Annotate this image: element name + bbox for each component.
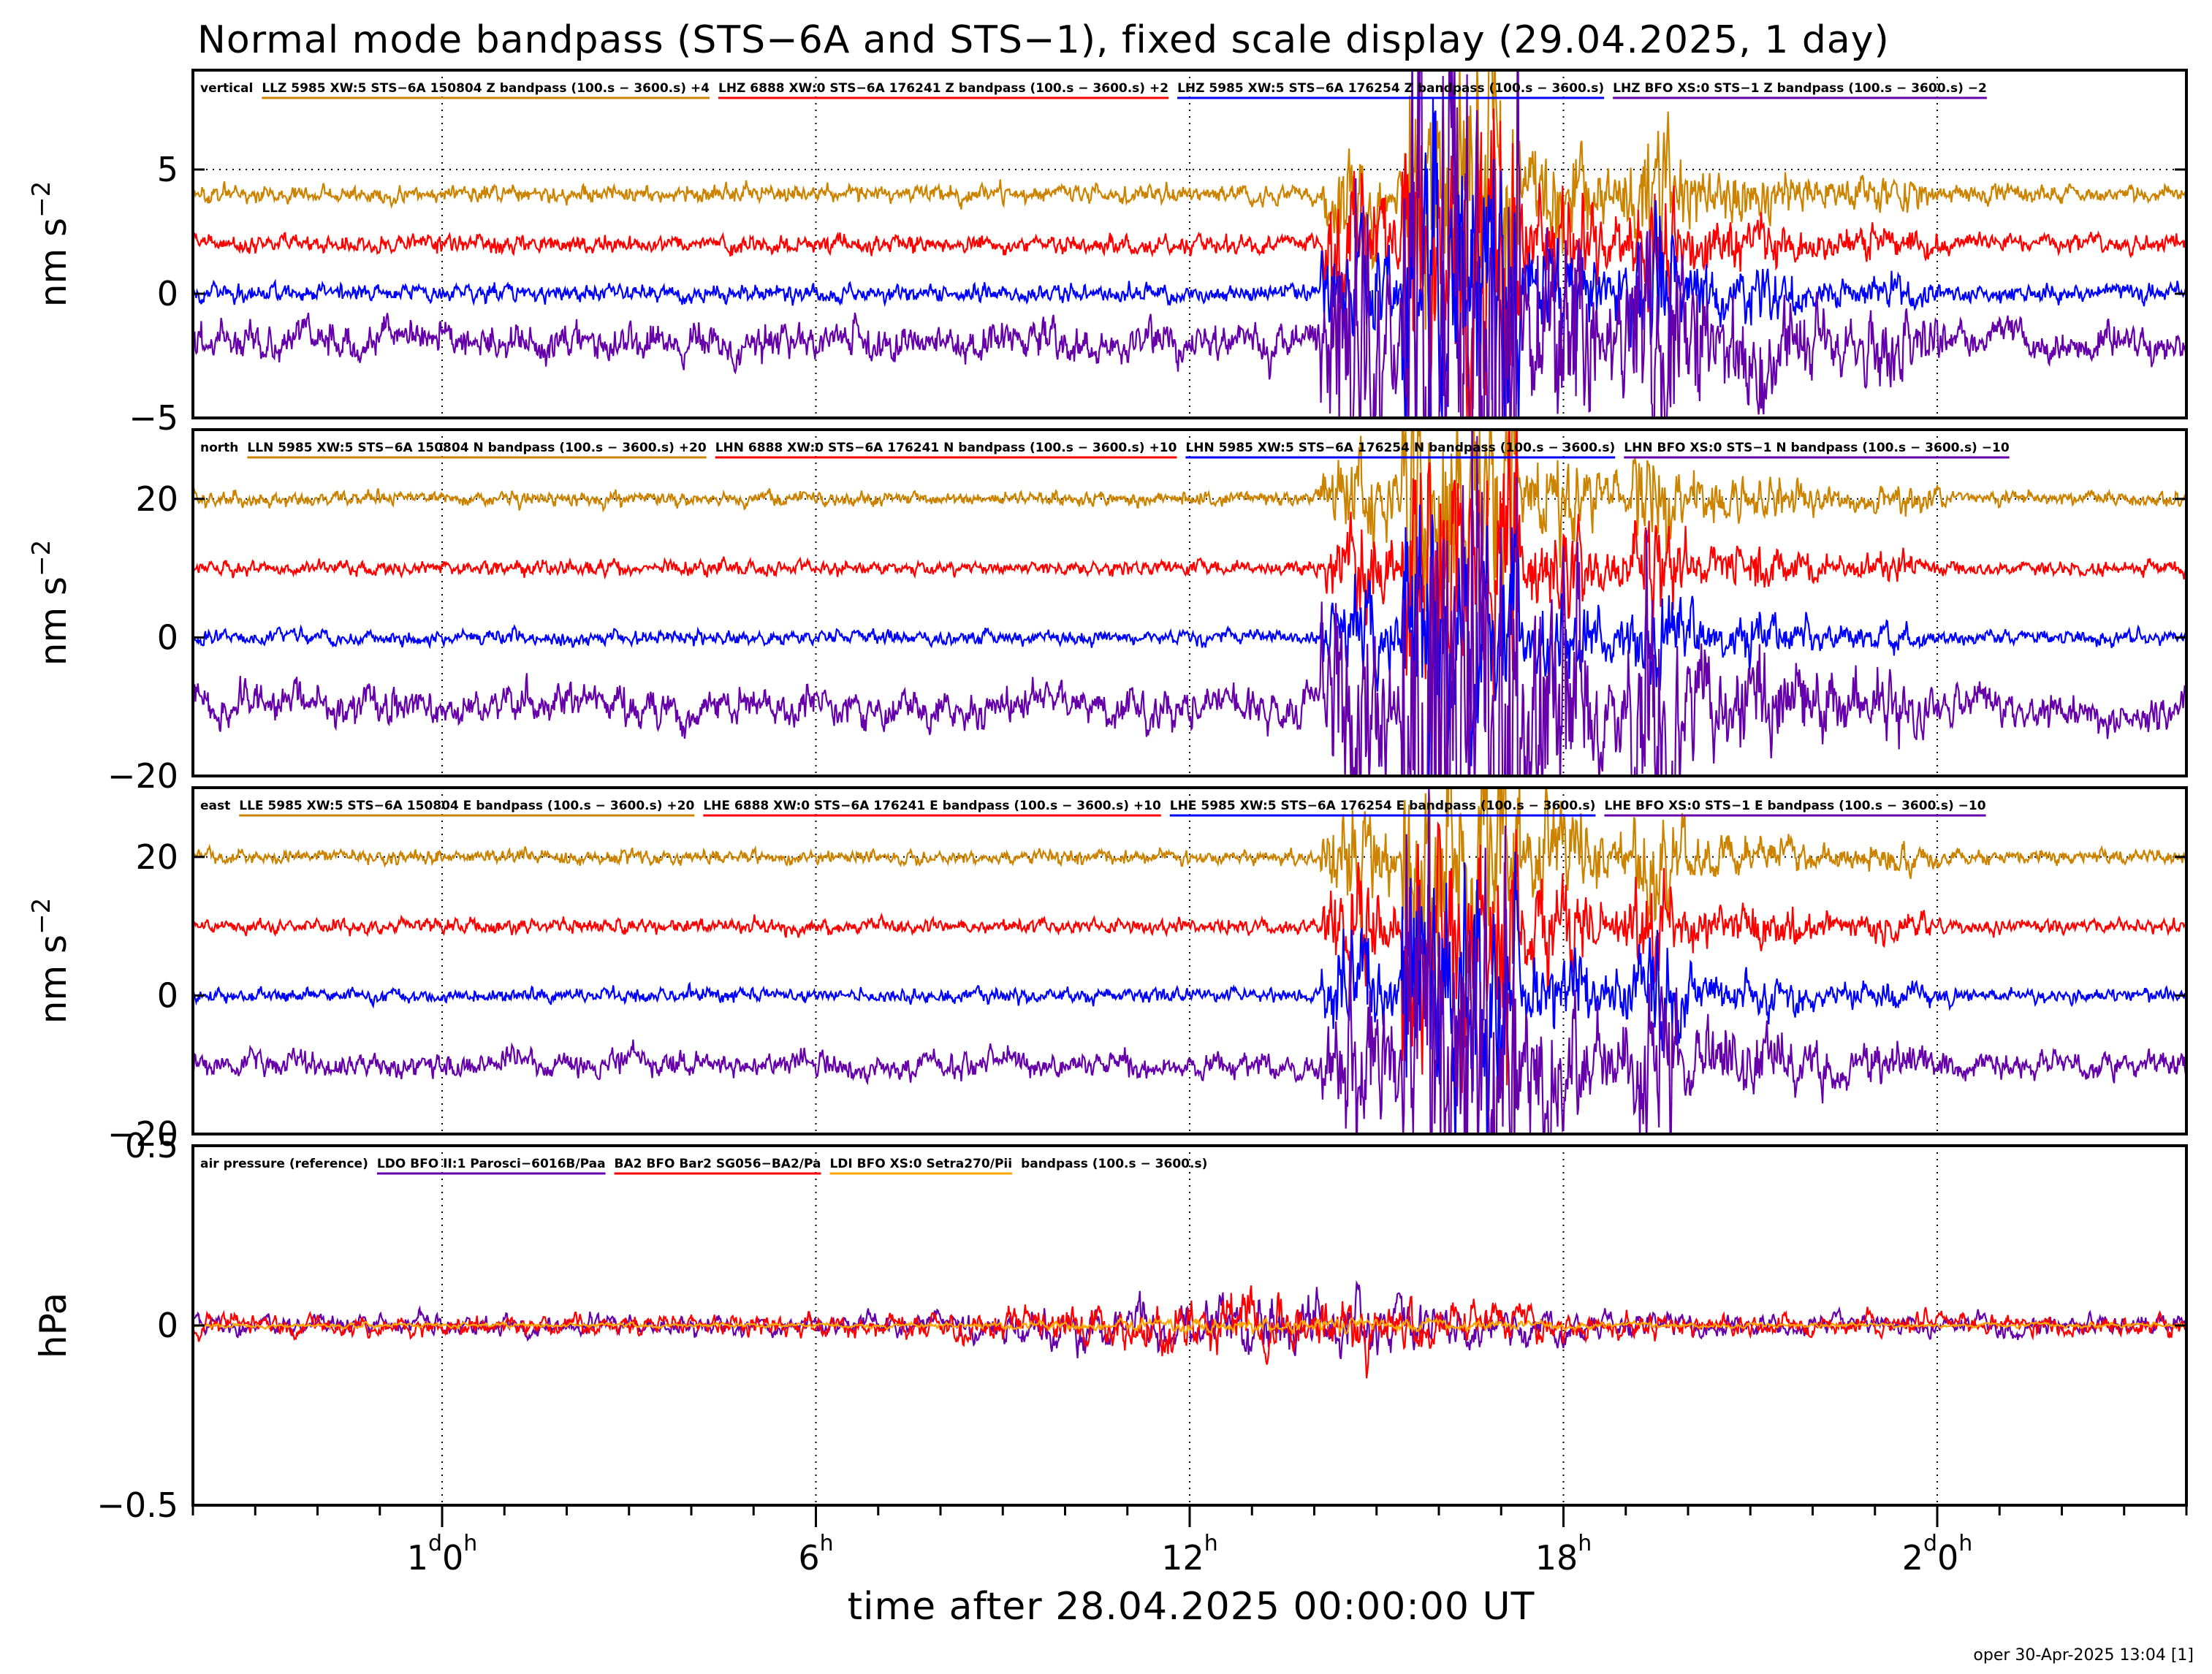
legend-entry: LLN 5985 XW:5 STS−6A 150804 N bandpass (… bbox=[247, 441, 706, 455]
series-trace bbox=[193, 1285, 2186, 1379]
y-tick-label: 20 bbox=[135, 837, 178, 877]
series-trace bbox=[193, 85, 2186, 418]
y-axis-label-text: nm s bbox=[32, 935, 75, 1024]
footer-timestamp: oper 30-Apr-2025 13:04 [1] bbox=[1973, 1646, 2194, 1665]
series-trace bbox=[193, 430, 2186, 677]
y-axis-label: nm s−2 bbox=[27, 898, 75, 1024]
x-tick-label: 12h bbox=[1161, 1531, 1218, 1578]
traces bbox=[193, 430, 2186, 776]
series-trace bbox=[193, 430, 2186, 776]
legend-entry: LDI BFO XS:0 Setra270/Pii bbox=[829, 1157, 1012, 1171]
legend-entry: LHZ BFO XS:0 STS−1 Z bandpass (100.s − 3… bbox=[1613, 81, 1987, 96]
series-trace bbox=[193, 788, 2186, 1030]
y-tick-label: −0.5 bbox=[96, 1485, 178, 1525]
legend-entry: LHE BFO XS:0 STS−1 E bandpass (100.s − 3… bbox=[1604, 799, 1985, 813]
y-tick-label: −20 bbox=[107, 756, 178, 796]
y-axis-label-sup: −2 bbox=[27, 181, 56, 218]
legend-entry: BA2 BFO Bar2 SG056−BA2/Pa bbox=[615, 1157, 821, 1171]
y-tick-label: −20 bbox=[107, 1114, 178, 1154]
y-tick-label: 0 bbox=[157, 1306, 178, 1345]
legend-entry: LHE 5985 XW:5 STS−6A 176254 E bandpass (… bbox=[1170, 799, 1596, 813]
panel-frame bbox=[191, 428, 2188, 777]
legend: east LLE 5985 XW:5 STS−6A 150804 E bandpa… bbox=[200, 799, 1986, 817]
legend: air pressure (reference) LDO BFO II:1 Par… bbox=[200, 1157, 1207, 1175]
panel-east: 20 0 −20 nm s−2 east LLE 5985 XW:5 STS−6A 150… bbox=[27, 786, 2188, 1154]
panel-frame bbox=[191, 786, 2188, 1135]
legend-entry: LHN 5985 XW:5 STS−6A 176254 N bandpass (… bbox=[1185, 441, 1615, 455]
series-trace bbox=[193, 851, 2186, 1134]
y-axis-label: hPa bbox=[32, 1293, 75, 1358]
series-trace bbox=[193, 70, 2186, 330]
traces bbox=[193, 1279, 2186, 1379]
series-trace bbox=[193, 98, 2186, 418]
y-tick-label: 0 bbox=[157, 274, 178, 313]
legend-entry: LHZ 6888 XW:0 STS−6A 176241 Z bandpass (… bbox=[718, 81, 1168, 96]
traces bbox=[193, 70, 2186, 418]
legend-entry: LLZ 5985 XW:5 STS−6A 150804 Z bandpass (… bbox=[262, 81, 710, 96]
series-trace bbox=[193, 1315, 2186, 1336]
x-tick-label: 1d0h bbox=[407, 1531, 478, 1578]
legend-entry: LHN BFO XS:0 STS−1 N bandpass (100.s − 3… bbox=[1624, 441, 2010, 455]
y-axis-label: nm s−2 bbox=[27, 540, 75, 666]
x-tick-label: 2d0h bbox=[1902, 1531, 1973, 1578]
y-tick-label: 5 bbox=[157, 150, 178, 189]
legend: north LLN 5985 XW:5 STS−6A 150804 N bandp… bbox=[200, 441, 2010, 459]
series-trace bbox=[193, 430, 2186, 702]
legend-entry: LHZ 5985 XW:5 STS−6A 176254 Z bandpass (… bbox=[1177, 81, 1604, 96]
x-tick-label: 18h bbox=[1535, 1531, 1592, 1578]
y-tick-label: 0.5 bbox=[125, 1126, 178, 1165]
y-tick-label: 0 bbox=[157, 617, 178, 657]
x-axis: 1d0h 6h 12h 18h 2d0h bbox=[191, 1505, 2188, 1578]
series-trace bbox=[193, 504, 2186, 776]
series-trace bbox=[193, 788, 2186, 1134]
y-axis-label: nm s−2 bbox=[27, 181, 75, 307]
y-axis-label-text: nm s bbox=[32, 577, 75, 666]
legend-entry: LLE 5985 XW:5 STS−6A 150804 E bandpass (… bbox=[239, 799, 694, 813]
y-axis-label-text: hPa bbox=[32, 1293, 75, 1358]
series-trace bbox=[193, 821, 2186, 1093]
series-trace bbox=[193, 70, 2186, 418]
y-tick-label: −5 bbox=[129, 398, 178, 438]
panel-north: 20 0 −20 nm s−2 north LLN 5985 XW:5 STS−6A 15… bbox=[27, 428, 2188, 796]
legend-entry: LHN 6888 XW:0 STS−6A 176241 N bandpass (… bbox=[715, 441, 1177, 455]
x-axis-label: time after 28.04.2025 00:00:00 UT bbox=[848, 1585, 1535, 1629]
y-axis-label-sup: −2 bbox=[27, 540, 56, 577]
x-tick-label: 6h bbox=[798, 1531, 833, 1578]
legend-prefix: north bbox=[200, 441, 238, 455]
legend-entry: LHE 6888 XW:0 STS−6A 176241 E bandpass (… bbox=[703, 799, 1161, 813]
y-axis-label-sup: −2 bbox=[27, 898, 56, 935]
legend-prefix: vertical bbox=[200, 81, 253, 96]
legend-prefix: air pressure (reference) bbox=[200, 1157, 368, 1171]
panel-vertical: 5 0 −5 nm s−2 vertical LLZ 5985 XW:5 STS−6A 1… bbox=[27, 69, 2188, 438]
panel-frame bbox=[191, 69, 2188, 419]
panel-air-pressure: 0.5 0 −0.5 hPa air pressure (reference) LDO B… bbox=[32, 1126, 2188, 1525]
legend-prefix: east bbox=[200, 799, 230, 813]
legend: vertical LLZ 5985 XW:5 STS−6A 150804 Z ba… bbox=[200, 81, 1987, 99]
y-tick-label: 0 bbox=[157, 975, 178, 1015]
y-tick-label: 20 bbox=[135, 479, 178, 519]
legend-suffix: bandpass (100.s − 3600.s) bbox=[1021, 1157, 1207, 1171]
chart-title: Normal mode bandpass (STS−6A and STS−1),… bbox=[197, 18, 1890, 62]
legend-entry: LDO BFO II:1 Parosci−6016B/Paa bbox=[377, 1157, 606, 1171]
traces bbox=[193, 788, 2186, 1134]
y-axis-label-text: nm s bbox=[32, 218, 75, 307]
